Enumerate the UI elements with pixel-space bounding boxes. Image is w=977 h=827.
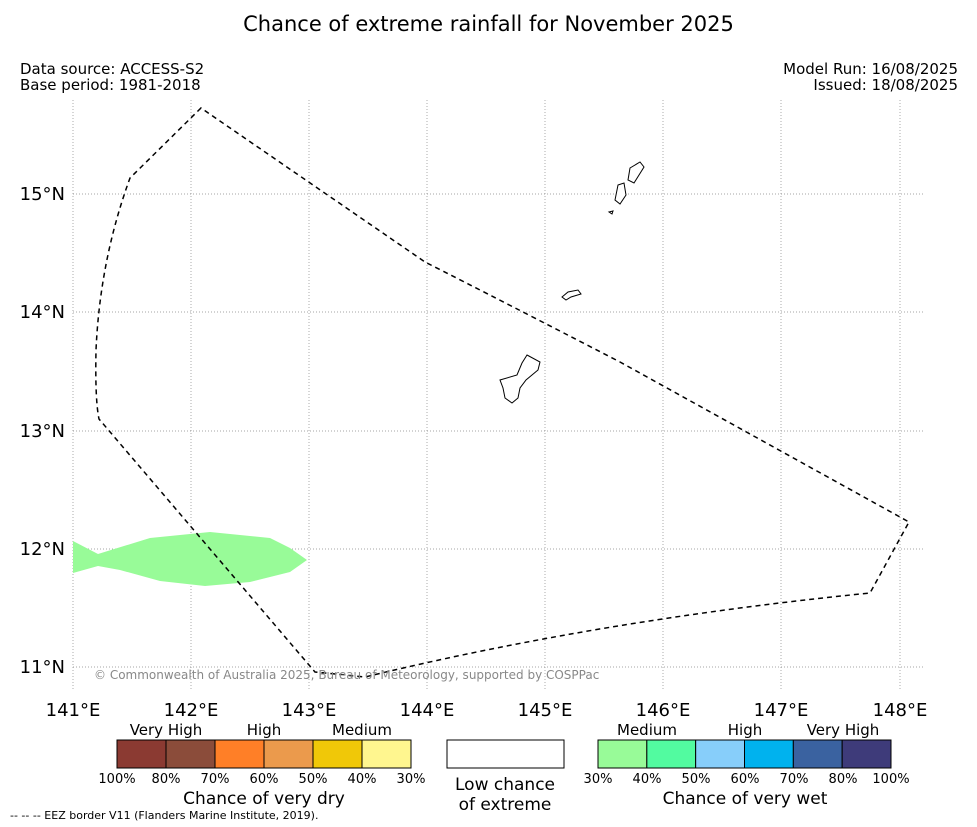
y-tick-label: 12°N [20,539,65,560]
legend-dry-swatch [361,739,412,769]
legend-wet-swatch [597,739,648,769]
legend-wet-swatch [744,739,794,769]
x-tick-label: 147°E [754,700,809,721]
legend-dry-label: 50% [299,772,328,787]
copyright-notice: © Commonwealth of Australia 2025, Bureau… [94,668,600,682]
legend-wet-label: 50% [682,772,711,787]
legend-wet-heading: Medium [617,721,677,739]
islands [499,161,645,404]
model-run-info: Model Run: 16/08/2025 Issued: 18/08/2025 [783,61,958,93]
y-tick-label: 13°N [20,421,65,442]
legend-wet-swatch [646,739,697,769]
legend-wet-caption: Chance of very wet [663,789,828,809]
legend-dry-swatch [263,739,314,769]
legend-dry-swatch [165,739,216,769]
x-tick-label: 146°E [636,700,691,721]
legend-dry-label: 100% [98,772,135,787]
legend-wet-label: 30% [584,772,613,787]
legend-dry-heading: Very High [130,721,203,739]
y-tick-label: 14°N [20,302,65,323]
legend-wet: Medium High Very High 30% 40% 50% 60% 70… [584,721,910,809]
legend-wet-swatches [597,739,892,769]
legend-dry-swatch [116,739,167,769]
data-source-info: Data source: ACCESS-S2 Base period: 1981… [20,61,204,93]
legend-dry-swatches [116,739,412,769]
legend-low: Low chance of extreme [446,739,565,815]
legend-dry-label: 30% [397,772,426,787]
legend-low-caption-line2: of extreme [459,795,552,815]
legend-dry-swatch [214,739,265,769]
legend-dry: Very High High Medium 100% 80% 70% 60% 5… [98,721,425,809]
x-tick-label: 144°E [400,700,455,721]
legend-wet-label: 80% [829,772,858,787]
base-period-text: Base period: 1981-2018 [20,76,201,94]
legend-dry-caption: Chance of very dry [183,789,345,809]
legend-wet-label: 70% [780,772,809,787]
legend-dry-heading: High [247,721,281,739]
legend-dry-frame [116,739,412,769]
legend-dry-label: 80% [152,772,181,787]
legend-dry-label: 40% [348,772,377,787]
data-source-text: Data source: ACCESS-S2 [20,60,205,78]
legend-wet-swatch [841,739,892,769]
model-run-text: Model Run: 16/08/2025 [783,60,958,78]
tinian-island [614,182,627,205]
eez-border [95,107,911,678]
rota-island [561,289,582,301]
legend-dry-label: 70% [201,772,230,787]
saipan-island [627,161,645,184]
legend-wet-heading: High [728,721,762,739]
y-tick-label: 11°N [20,657,65,678]
wet-medium-area [73,532,307,586]
x-tick-label: 148°E [873,700,928,721]
aguijan-island [607,210,614,215]
legend-wet-heading: Very High [807,721,880,739]
legend-wet-label: 40% [633,772,662,787]
map-gridlines [72,100,923,690]
legend-wet-swatch [792,739,843,769]
legend-wet-label: 100% [872,772,909,787]
legend-wet-frame [597,739,892,769]
legend-low-caption-line1: Low chance [455,775,555,795]
legend-wet-swatch [695,739,746,769]
legend-low-swatch [446,739,565,769]
x-tick-label: 143°E [282,700,337,721]
legend-dry-swatch [312,739,363,769]
y-tick-label: 15°N [20,184,65,205]
x-tick-label: 145°E [518,700,573,721]
map-title: Chance of extreme rainfall for November … [243,12,734,36]
legend-dry-heading: Medium [332,721,392,739]
issued-text: Issued: 18/08/2025 [813,76,958,94]
legend-dry-label: 60% [250,772,279,787]
x-tick-label: 141°E [46,700,101,721]
eez-footnote: -- -- -- EEZ border V11 (Flanders Marine… [10,809,319,822]
x-tick-label: 142°E [164,700,219,721]
y-axis-ticks: 15°N 14°N 13°N 12°N 11°N [20,184,65,678]
x-axis-ticks: 141°E 142°E 143°E 144°E 145°E 146°E 147°… [46,700,928,721]
legend-wet-label: 60% [731,772,760,787]
guam-island [499,354,541,404]
